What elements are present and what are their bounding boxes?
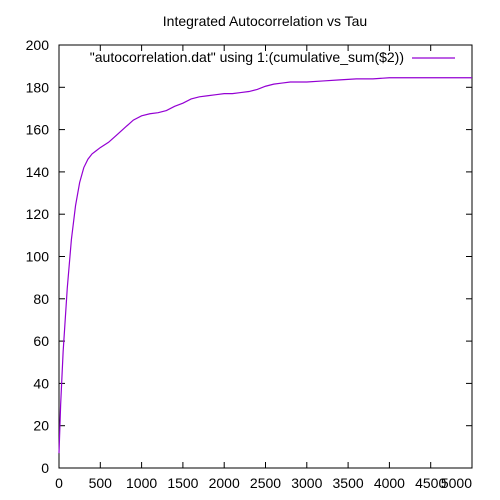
y-tick-label: 60 bbox=[33, 333, 49, 349]
y-axis-ticks: 0 20 40 60 80 100 120 140 160 180 200 bbox=[26, 37, 472, 476]
y-tick-label: 80 bbox=[33, 291, 49, 307]
y-tick-label: 20 bbox=[33, 418, 49, 434]
x-tick-label: 1000 bbox=[126, 475, 157, 491]
x-tick-label: 3000 bbox=[291, 475, 322, 491]
x-tick-label: 3500 bbox=[333, 475, 364, 491]
y-tick-label: 140 bbox=[26, 164, 50, 180]
x-tick-label: 4000 bbox=[374, 475, 405, 491]
chart-title: Integrated Autocorrelation vs Tau bbox=[163, 13, 367, 29]
plot-frame bbox=[58, 44, 473, 469]
series-group bbox=[58, 77, 472, 454]
x-tick-label: 2000 bbox=[209, 475, 240, 491]
y-tick-label: 180 bbox=[26, 79, 50, 95]
y-tick-label: 0 bbox=[41, 460, 49, 476]
series-line-cumulative-sum bbox=[58, 77, 472, 454]
x-tick-label: 1500 bbox=[167, 475, 198, 491]
y-tick-label: 120 bbox=[26, 206, 50, 222]
x-tick-label: 500 bbox=[89, 475, 113, 491]
y-tick-label: 200 bbox=[26, 37, 50, 53]
legend: "autocorrelation.dat" using 1:(cumulativ… bbox=[90, 49, 455, 65]
y-tick-label: 100 bbox=[26, 249, 50, 265]
x-tick-label: 4500 bbox=[415, 475, 446, 491]
legend-entry-label: "autocorrelation.dat" using 1:(cumulativ… bbox=[90, 49, 404, 65]
y-tick-label: 40 bbox=[33, 375, 49, 391]
y-tick-label: 160 bbox=[26, 122, 50, 138]
x-tick-label: 0 bbox=[55, 475, 63, 491]
x-tick-label: 2500 bbox=[250, 475, 281, 491]
x-tick-label: 5000 bbox=[441, 475, 472, 491]
